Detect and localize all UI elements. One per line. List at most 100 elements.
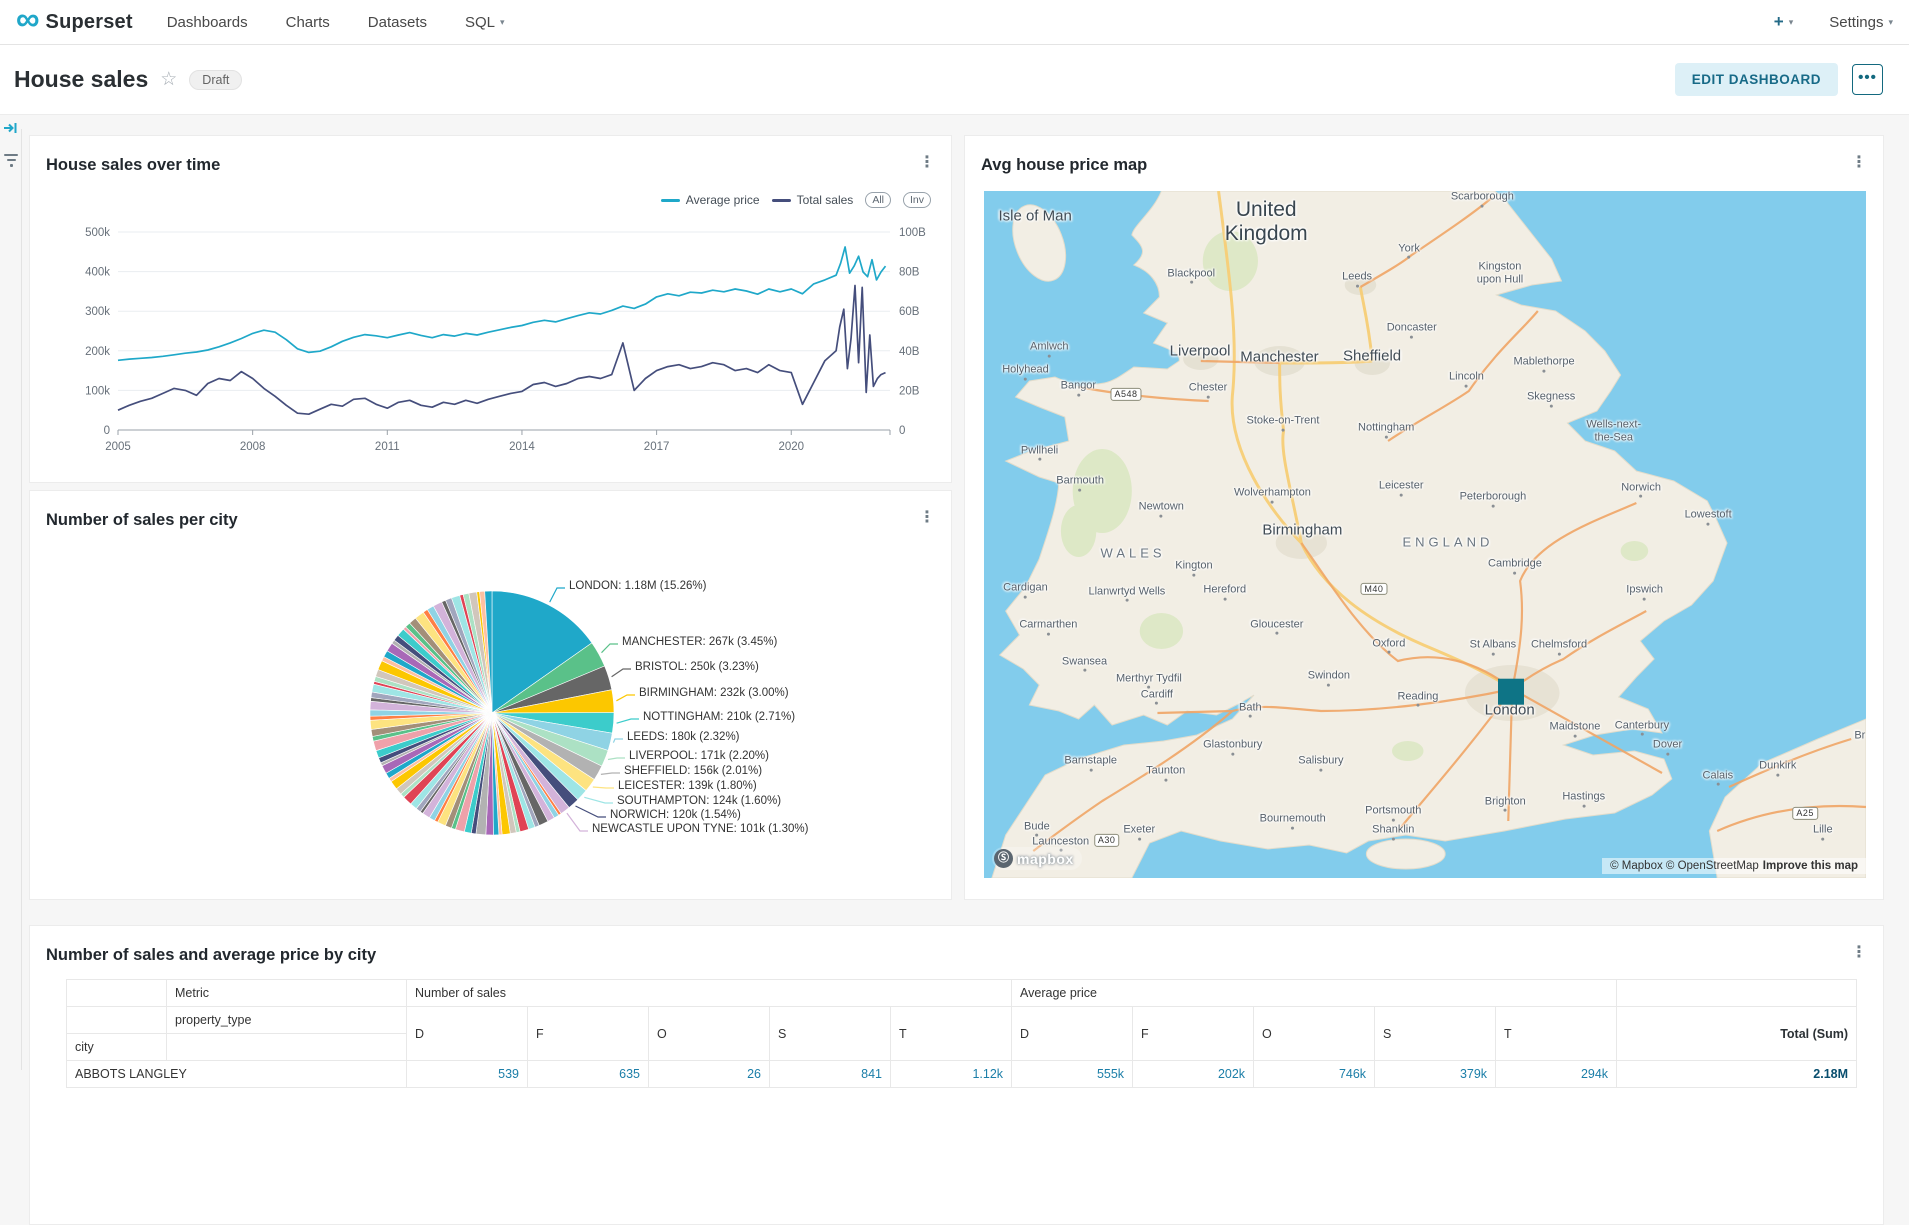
nav-item-charts[interactable]: Charts bbox=[285, 13, 330, 31]
road-badge: M40 bbox=[1360, 582, 1388, 595]
city-header: city bbox=[66, 1033, 167, 1061]
more-options-button[interactable]: ••• bbox=[1852, 64, 1883, 95]
dashboard-header: House sales ☆ Draft EDIT DASHBOARD ••• bbox=[0, 45, 1909, 115]
svg-text:400k: 400k bbox=[85, 267, 110, 279]
map-place-label: Dunkirk bbox=[1759, 760, 1796, 777]
pie-label: SOUTHAMPTON: 124k (1.60%) bbox=[617, 795, 782, 807]
road-badge: A548 bbox=[1110, 388, 1142, 401]
nav-item-datasets[interactable]: Datasets bbox=[367, 13, 427, 31]
improve-map-link: Improve this map bbox=[1762, 860, 1858, 872]
map-place-label: Reading bbox=[1397, 690, 1438, 708]
filter-icon[interactable] bbox=[3, 154, 19, 167]
edit-dashboard-button[interactable]: EDIT DASHBOARD bbox=[1674, 63, 1838, 96]
table-city-row: city bbox=[66, 1033, 1857, 1061]
map-isle-of-wight bbox=[1365, 838, 1446, 870]
legend-inv-button[interactable]: Inv bbox=[902, 192, 931, 208]
timeseries-chart[interactable]: 0 0 100k 20B 200k 40B 300k 60B 400k 80B 500k 100B 20… bbox=[30, 214, 953, 464]
kebab-menu-icon[interactable]: ⋮ bbox=[1851, 154, 1867, 171]
mapbox-logo[interactable]: Ⓢ mapbox bbox=[992, 847, 1082, 870]
chart-title: Number of sales per city bbox=[46, 511, 238, 529]
svg-text:40B: 40B bbox=[899, 346, 920, 358]
pie-leader-line bbox=[616, 694, 635, 702]
pie-leader-line bbox=[592, 786, 614, 789]
group-header-average-price: Average price bbox=[1011, 979, 1618, 1007]
map-place-label: Chelmsford bbox=[1531, 639, 1587, 656]
chart-title: Avg house price map bbox=[981, 156, 1148, 174]
chart-legend: Average price Total sales All Inv bbox=[660, 192, 931, 208]
legend-item-total-sales[interactable]: Total sales bbox=[771, 193, 853, 207]
table-row[interactable]: ABBOTS LANGLEY 539 635 26 841 1.12k 555k… bbox=[66, 1060, 1858, 1088]
status-badge: Draft bbox=[189, 69, 243, 90]
map-place-label: Newtown bbox=[1139, 501, 1184, 518]
kebab-menu-icon[interactable]: ⋮ bbox=[1851, 944, 1867, 961]
total-cell: 2.18M bbox=[1616, 1060, 1858, 1088]
map-place-label: Cardigan bbox=[1003, 582, 1048, 599]
svg-text:2005: 2005 bbox=[105, 441, 131, 453]
map-place-label: York bbox=[1398, 242, 1420, 260]
svg-text:20B: 20B bbox=[899, 385, 920, 397]
kebab-menu-icon[interactable]: ⋮ bbox=[919, 154, 935, 171]
pie-label: NEWCASTLE UPON TYNE: 101k (1.30%) bbox=[592, 823, 809, 835]
expand-filter-bar-icon[interactable] bbox=[3, 121, 19, 140]
nav-menu: Dashboards Charts Datasets SQL ▾ bbox=[167, 14, 505, 31]
map-place-label: Dover bbox=[1653, 739, 1682, 756]
pie-chart[interactable]: LONDON: 1.18M (15.26%) MANCHESTER: 267k (… bbox=[30, 533, 953, 899]
metric-header: Metric bbox=[166, 979, 407, 1007]
svg-text:2017: 2017 bbox=[644, 441, 670, 453]
legend-item-average-price[interactable]: Average price bbox=[660, 193, 760, 207]
svg-text:300k: 300k bbox=[85, 306, 110, 318]
series-total-sales bbox=[117, 284, 886, 416]
map-place-label: Llanwrtyd Wells bbox=[1088, 585, 1165, 602]
pie-leader-line bbox=[612, 738, 623, 743]
map-place-label: Leicester bbox=[1379, 480, 1423, 497]
settings-menu[interactable]: Settings ▾ bbox=[1829, 13, 1893, 31]
table-subheader-row: property_type D F O S T D F O S T Total … bbox=[66, 1006, 1858, 1061]
nav-item-dashboards[interactable]: Dashboards bbox=[166, 13, 248, 31]
uk-map[interactable]: Ⓢ mapbox © Mapbox © OpenStreetMap Improve… bbox=[984, 191, 1866, 878]
map-place-label: Launceston bbox=[1032, 835, 1089, 852]
pivot-table: Metric Number of sales Average price pro… bbox=[66, 979, 1858, 1088]
nav-item-sql[interactable]: SQL ▾ bbox=[465, 13, 505, 31]
svg-text:60B: 60B bbox=[899, 306, 920, 318]
map-place-label: Pwllheli bbox=[1021, 444, 1058, 462]
map-attribution[interactable]: © Mapbox © OpenStreetMap Improve this map bbox=[1602, 858, 1866, 874]
kebab-menu-icon[interactable]: ⋮ bbox=[919, 509, 935, 526]
pie-slice[interactable] bbox=[491, 590, 593, 714]
svg-text:100k: 100k bbox=[85, 385, 110, 397]
svg-text:2020: 2020 bbox=[778, 441, 804, 453]
map-place-label: Lincoln bbox=[1449, 371, 1484, 388]
map-place-label: Hastings bbox=[1562, 791, 1605, 808]
map-place-label: Ipswich bbox=[1626, 584, 1663, 601]
map-place-label: Glastonbury bbox=[1203, 739, 1262, 756]
map-place-label: Peterborough bbox=[1460, 491, 1526, 508]
pie-label: LEICESTER: 139k (1.80%) bbox=[618, 780, 757, 792]
favorite-star-icon[interactable]: ☆ bbox=[160, 69, 178, 90]
chevron-down-icon: ▾ bbox=[500, 16, 505, 27]
avg-price-map-marker[interactable] bbox=[1498, 678, 1525, 705]
map-place-label: ENGLAND bbox=[1402, 534, 1494, 550]
superset-logo[interactable]: ∞ Superset bbox=[16, 0, 133, 37]
map-place-label: Kingston upon Hull bbox=[1476, 260, 1524, 286]
map-geography bbox=[984, 191, 1866, 878]
svg-text:0: 0 bbox=[899, 425, 905, 437]
map-place-label: Manchester bbox=[1240, 348, 1319, 366]
map-place-label: Sheffield bbox=[1343, 347, 1402, 365]
brand-name: Superset bbox=[45, 10, 133, 33]
pie-slice[interactable] bbox=[484, 590, 493, 714]
map-place-label: Blackpool bbox=[1167, 267, 1215, 284]
map-place-label: Maidstone bbox=[1550, 721, 1600, 738]
superset-infinity-icon: ∞ bbox=[16, 0, 40, 37]
chart-title: Number of sales and average price by cit… bbox=[46, 946, 377, 964]
filter-bar-divider bbox=[21, 129, 22, 1070]
map-place-label: Skegness bbox=[1527, 391, 1575, 408]
legend-all-button[interactable]: All bbox=[865, 192, 891, 208]
map-place-label: Liverpool bbox=[1169, 342, 1231, 360]
map-place-label: Holyhead bbox=[1002, 364, 1049, 381]
pie-leader-line bbox=[611, 668, 631, 678]
svg-text:2011: 2011 bbox=[375, 441, 400, 453]
series-average-price bbox=[117, 246, 887, 362]
map-place-label: Shanklin bbox=[1372, 824, 1414, 841]
map-place-label: Portsmouth bbox=[1365, 805, 1421, 822]
map-place-label: St Albans bbox=[1470, 639, 1516, 656]
new-item-button[interactable]: + ▾ bbox=[1773, 12, 1794, 31]
